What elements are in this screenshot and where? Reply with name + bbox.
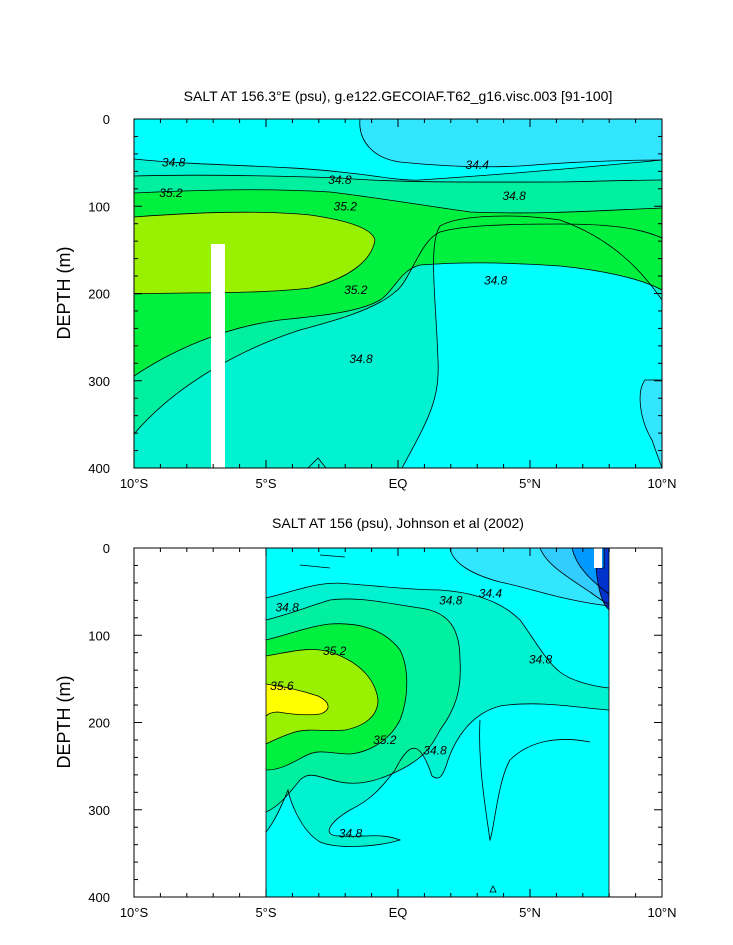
contour-label: 35.2 <box>323 644 347 658</box>
fill-fresh-deep <box>640 380 662 468</box>
panel-1-title: SALT AT 156.3°E (psu), g.e122.GECOIAF.T6… <box>184 88 613 104</box>
contour-label: 35.2 <box>334 199 358 213</box>
panel-2-contours <box>266 548 609 893</box>
x-tick-label: 5°S <box>255 905 276 920</box>
y-tick-label: 100 <box>88 628 110 643</box>
contour-label: 34.8 <box>275 600 299 614</box>
y-tick-label: 0 <box>103 112 110 127</box>
x-tick-label: 10°S <box>120 476 149 491</box>
y-tick-label: 400 <box>88 890 110 905</box>
contour-label: 34.8 <box>349 352 373 366</box>
x-tick-label: 5°N <box>519 905 541 920</box>
x-tick-label: 10°S <box>120 905 149 920</box>
x-tick-label: 5°N <box>519 476 541 491</box>
panel-2-title: SALT AT 156 (psu), Johnson et al (2002) <box>272 515 524 531</box>
panel-2-fill <box>266 548 609 897</box>
y-tick-label: 0 <box>103 541 110 556</box>
x-tick-label: 10°N <box>647 476 676 491</box>
contour-label: 34.8 <box>502 189 526 203</box>
panel-2-axes: 10°S 5°S EQ 5°N 10°N 0 100 200 300 400 <box>88 541 676 920</box>
fill-35-4 <box>134 212 375 294</box>
y-tick-label: 300 <box>88 803 110 818</box>
y-tick-label: 100 <box>88 199 110 214</box>
y-tick-label: 200 <box>88 716 110 731</box>
panel-2-data-frame <box>265 547 610 898</box>
panel-2-ylabel: DEPTH (m) <box>54 676 74 769</box>
contour-label: 34.8 <box>484 273 508 287</box>
contour-label: 35.2 <box>159 186 183 200</box>
y-tick-label: 300 <box>88 374 110 389</box>
contour-label: 34.8 <box>423 743 447 757</box>
contour-label: 35.2 <box>373 733 397 747</box>
missing-data-cell <box>594 548 602 568</box>
contour-label: 34.8 <box>339 826 363 840</box>
contour-label: 34.4 <box>466 158 490 172</box>
y-tick-label: 200 <box>88 287 110 302</box>
x-tick-label: EQ <box>389 476 408 491</box>
panel-1-contours <box>134 119 662 468</box>
fill-fresh-surface <box>359 119 662 167</box>
fill-freshest-corner <box>596 548 609 610</box>
panel-observations: SALT AT 156 (psu), Johnson et al (2002) <box>54 515 677 920</box>
x-tick-label: EQ <box>389 905 408 920</box>
contour-label: 35.6 <box>270 679 294 693</box>
contour-label: 34.8 <box>439 593 463 607</box>
fill-35-6 <box>266 684 329 716</box>
contour-label: 34.4 <box>479 586 503 600</box>
contour-label: 34.8 <box>162 156 186 170</box>
contour-label: 34.8 <box>328 173 352 187</box>
y-tick-label: 400 <box>88 461 110 476</box>
panel-model: SALT AT 156.3°E (psu), g.e122.GECOIAF.T6… <box>54 88 677 491</box>
contour-label: 34.8 <box>529 653 553 667</box>
contour-label: 35.2 <box>344 283 368 297</box>
panel-1-ylabel: DEPTH (m) <box>54 247 74 340</box>
panel-1-axes: 10°S 5°S EQ 5°N 10°N 0 100 200 300 400 <box>88 112 676 491</box>
x-tick-label: 5°S <box>255 476 276 491</box>
x-tick-label: 10°N <box>647 905 676 920</box>
missing-data-column <box>211 244 225 468</box>
contour-labels: 34.8 34.8 34.4 34.8 35.2 35.2 35.2 34.8 34.8 34.8… <box>159 156 552 841</box>
fill-35-4 <box>266 649 378 744</box>
